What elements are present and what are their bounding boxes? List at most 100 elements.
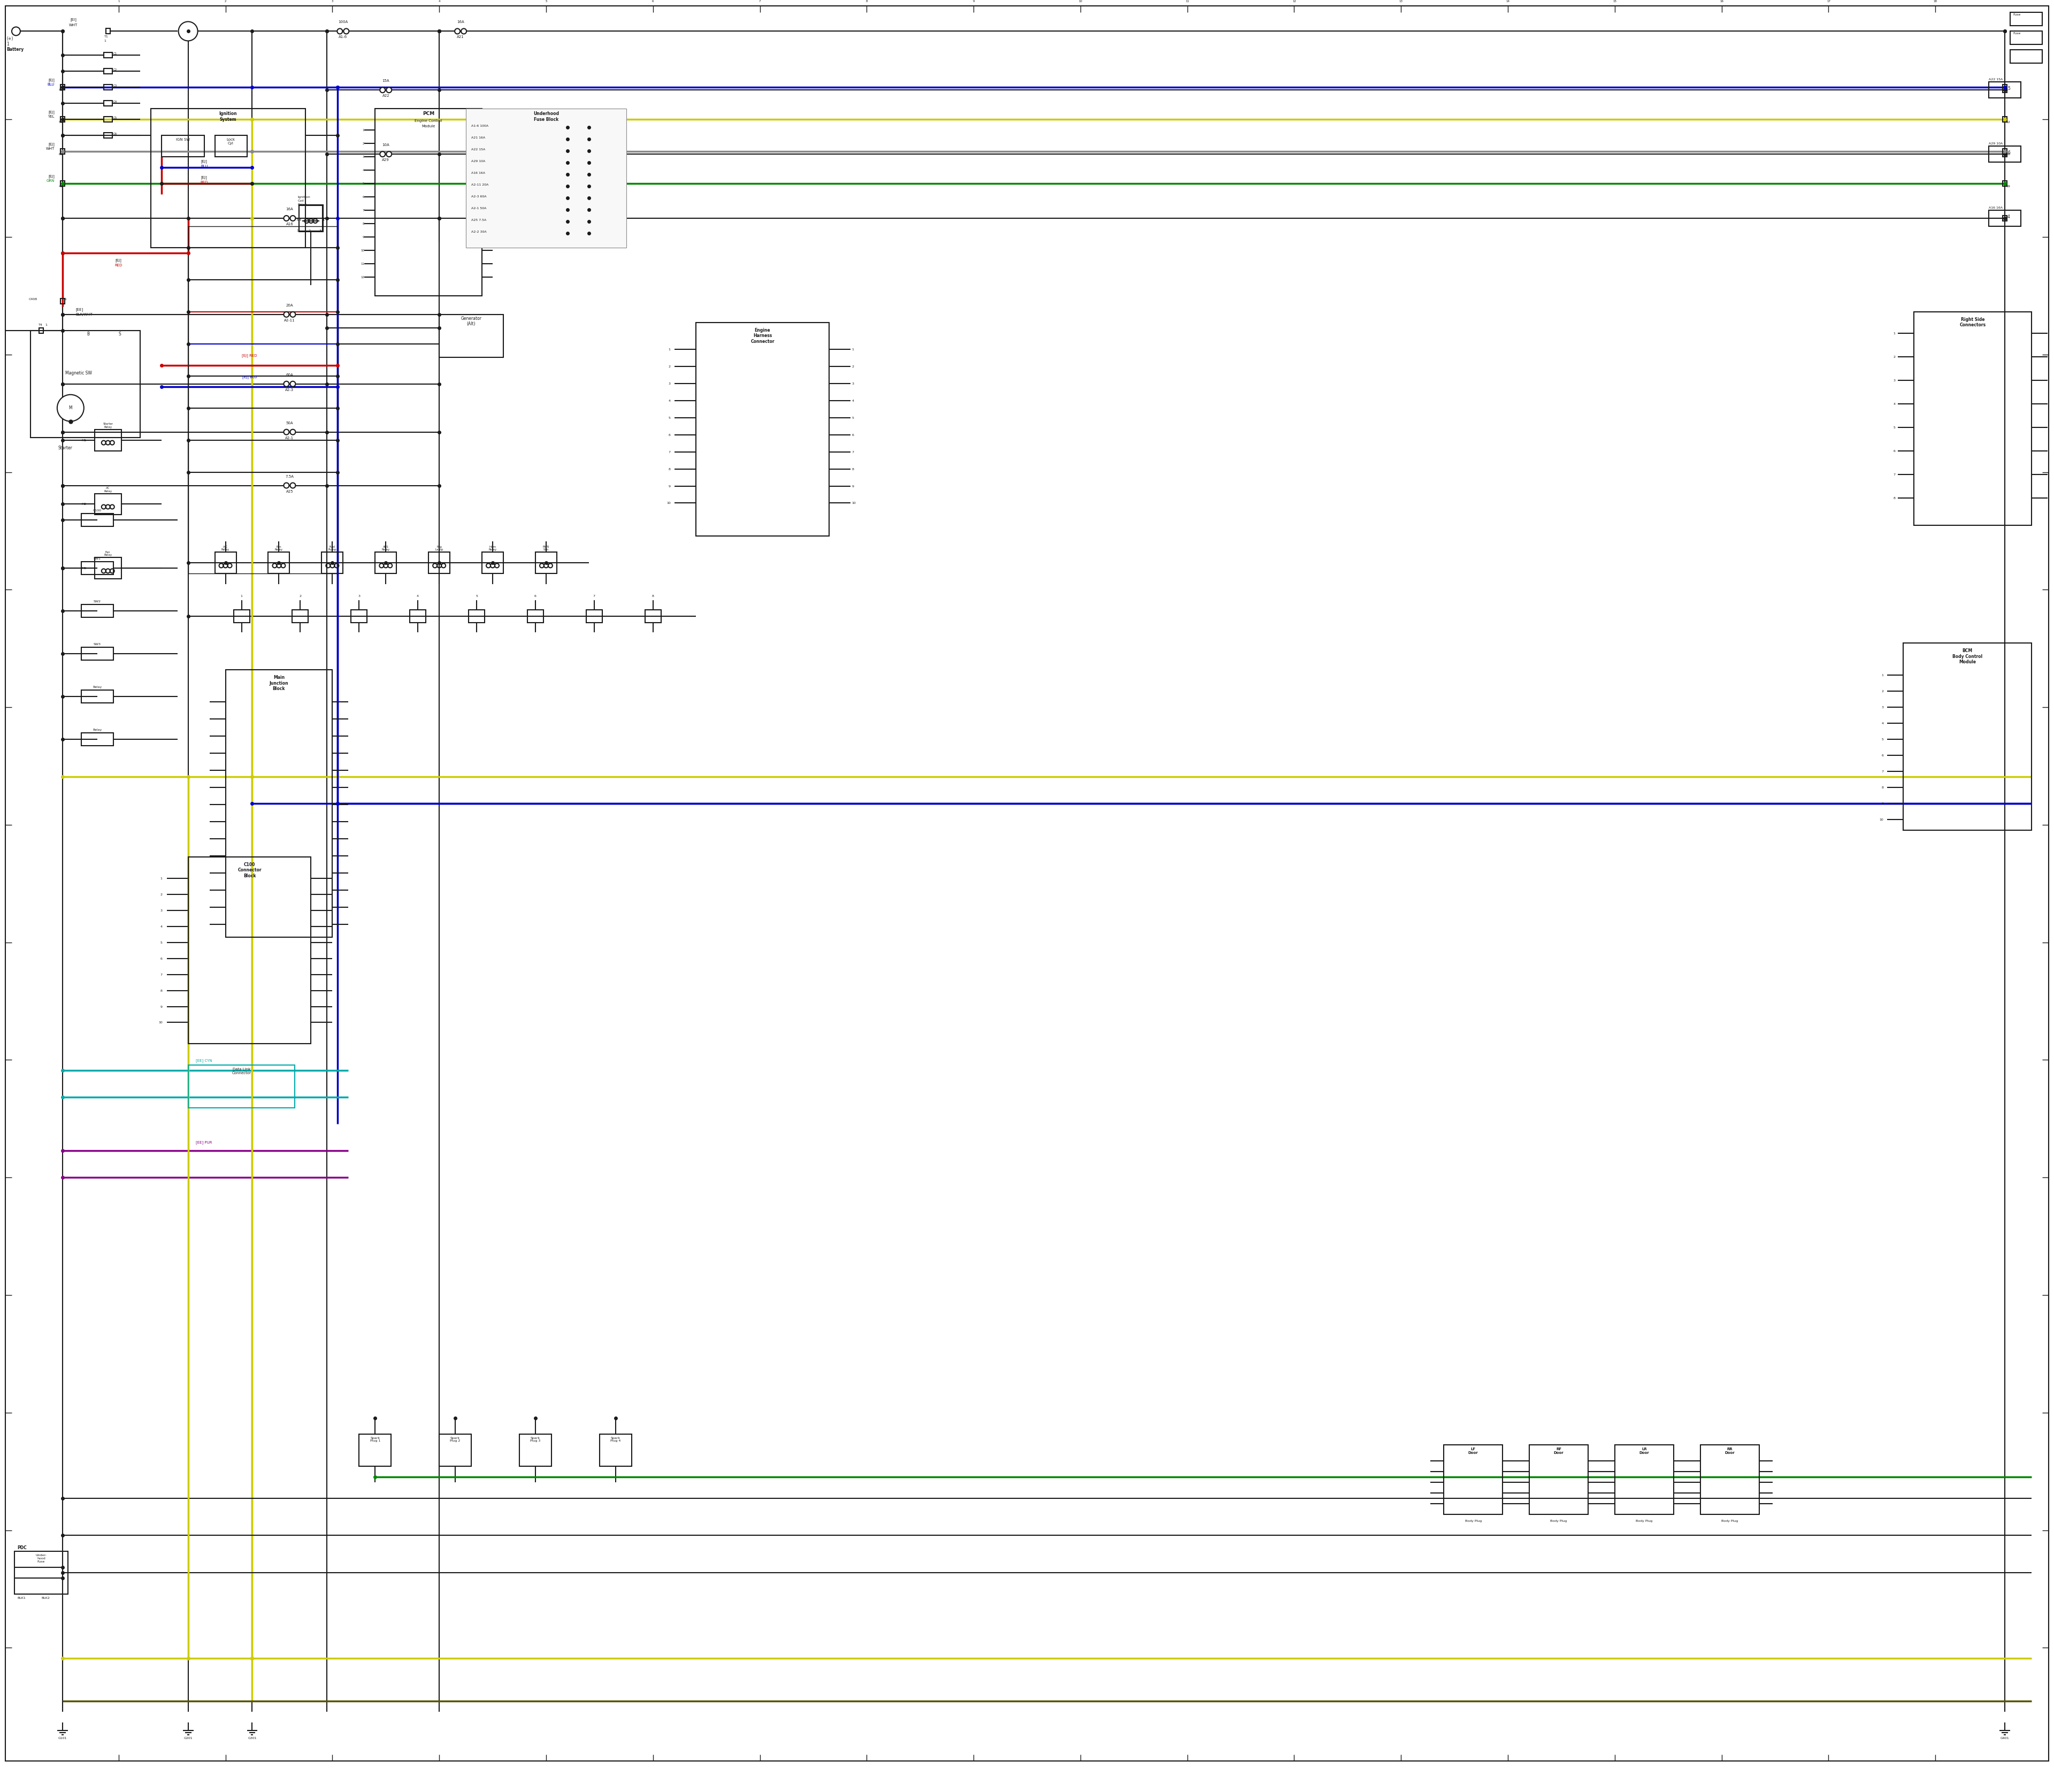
- Text: Fuse: Fuse: [2013, 14, 2021, 16]
- Text: A2-3 60A: A2-3 60A: [470, 195, 487, 197]
- Text: 3: 3: [1881, 706, 1884, 710]
- Bar: [1701, 1444, 1758, 1514]
- Text: 19: 19: [2007, 185, 2011, 188]
- Text: Ignition: Ignition: [298, 195, 310, 199]
- Bar: [645, 609, 661, 624]
- Text: A16: A16: [286, 222, 294, 226]
- Bar: [1444, 1444, 1504, 1514]
- Text: IGN SW: IGN SW: [177, 138, 189, 142]
- Bar: [466, 109, 626, 247]
- Text: YEL: YEL: [47, 115, 55, 118]
- Text: PWR
Win: PWR Win: [542, 545, 548, 552]
- Text: 6: 6: [160, 957, 162, 961]
- Text: [EJ]: [EJ]: [47, 143, 55, 147]
- Bar: [94, 557, 121, 579]
- Text: 7: 7: [1881, 771, 1884, 772]
- Text: C6: C6: [113, 133, 117, 136]
- Text: 11: 11: [1185, 0, 1189, 4]
- Bar: [60, 299, 64, 305]
- Bar: [31, 330, 140, 437]
- Circle shape: [386, 152, 392, 158]
- Text: A29: A29: [382, 158, 390, 161]
- Text: Relay: Relay: [92, 686, 103, 688]
- Text: 58: 58: [60, 90, 64, 91]
- Text: A21: A21: [456, 36, 464, 39]
- Circle shape: [386, 88, 392, 93]
- Text: A1-6: A1-6: [339, 36, 347, 39]
- Text: 20A: 20A: [286, 305, 294, 306]
- Text: 1: 1: [1894, 332, 1896, 335]
- Bar: [1530, 1444, 1588, 1514]
- Bar: [411, 609, 425, 624]
- Text: Body Plug: Body Plug: [1721, 1520, 1738, 1521]
- Bar: [60, 84, 64, 90]
- Text: Battery: Battery: [6, 47, 25, 52]
- Text: Magnetic SW: Magnetic SW: [66, 371, 92, 375]
- Bar: [351, 609, 368, 624]
- Circle shape: [290, 215, 296, 220]
- Text: Horn
Relay: Horn Relay: [489, 545, 497, 552]
- Text: 6: 6: [2007, 151, 2011, 156]
- Text: A/C
Relay: A/C Relay: [222, 545, 230, 552]
- Text: 3: 3: [1894, 380, 1896, 382]
- Bar: [60, 149, 64, 154]
- Text: [EJ] BLU: [EJ] BLU: [242, 375, 257, 378]
- Text: Body Plug: Body Plug: [1465, 1520, 1481, 1521]
- Text: SW2: SW2: [94, 600, 101, 604]
- Text: RF
Door: RF Door: [1553, 1448, 1563, 1455]
- Text: Relay: Relay: [298, 202, 306, 206]
- Text: 10: 10: [1078, 0, 1082, 4]
- Text: SW1: SW1: [94, 557, 101, 561]
- Bar: [94, 430, 121, 452]
- Text: 5: 5: [668, 416, 670, 419]
- Text: [EJ]: [EJ]: [201, 159, 207, 163]
- Text: M2: M2: [82, 504, 86, 505]
- Bar: [429, 552, 450, 573]
- Text: 2: 2: [1881, 690, 1884, 694]
- Bar: [440, 314, 503, 357]
- Text: Ignition
System: Ignition System: [220, 111, 236, 122]
- Text: 7: 7: [594, 595, 596, 599]
- Text: Fuel
Pump: Fuel Pump: [329, 545, 337, 552]
- Bar: [189, 1064, 296, 1107]
- Text: Fan
Relay: Fan Relay: [105, 550, 113, 557]
- Bar: [103, 84, 113, 90]
- Text: BLK2: BLK2: [41, 1597, 49, 1600]
- Text: A22: A22: [382, 95, 390, 97]
- Bar: [82, 604, 113, 618]
- Text: SW3: SW3: [94, 643, 101, 645]
- Bar: [82, 690, 113, 702]
- Text: Starter: Starter: [58, 446, 72, 450]
- Text: 9: 9: [852, 486, 854, 487]
- Text: Spark
Plug 4: Spark Plug 4: [610, 1437, 620, 1443]
- Circle shape: [462, 29, 466, 34]
- Bar: [696, 323, 830, 536]
- Text: 100A: 100A: [339, 20, 347, 23]
- Text: 5: 5: [852, 416, 854, 419]
- Bar: [1614, 1444, 1674, 1514]
- Text: 10A: 10A: [382, 143, 390, 147]
- Text: T1: T1: [105, 36, 109, 38]
- Text: C408: C408: [29, 297, 37, 301]
- Text: 13: 13: [1399, 0, 1403, 4]
- Text: WHT: WHT: [70, 23, 78, 27]
- Text: A2-1 50A: A2-1 50A: [470, 208, 487, 210]
- Text: 12: 12: [2007, 122, 2011, 124]
- Text: [EJ]: [EJ]: [47, 111, 55, 115]
- Text: 1: 1: [6, 41, 8, 47]
- Text: Under-
hood
Fuse: Under- hood Fuse: [35, 1554, 47, 1563]
- Bar: [2011, 50, 2042, 63]
- Text: 8: 8: [651, 595, 653, 599]
- Text: Fan
Relay: Fan Relay: [275, 545, 283, 552]
- Text: (+): (+): [6, 36, 12, 41]
- Text: 1: 1: [852, 348, 854, 351]
- Text: C4: C4: [113, 100, 117, 104]
- Bar: [216, 136, 246, 158]
- Text: G301: G301: [249, 1736, 257, 1740]
- Text: [EE]: [EE]: [76, 308, 84, 312]
- Bar: [14, 1552, 68, 1595]
- Text: [EE] CYN: [EE] CYN: [195, 1059, 212, 1063]
- Text: 4: 4: [1894, 403, 1896, 405]
- Circle shape: [290, 430, 296, 435]
- Text: A2-11: A2-11: [283, 319, 296, 323]
